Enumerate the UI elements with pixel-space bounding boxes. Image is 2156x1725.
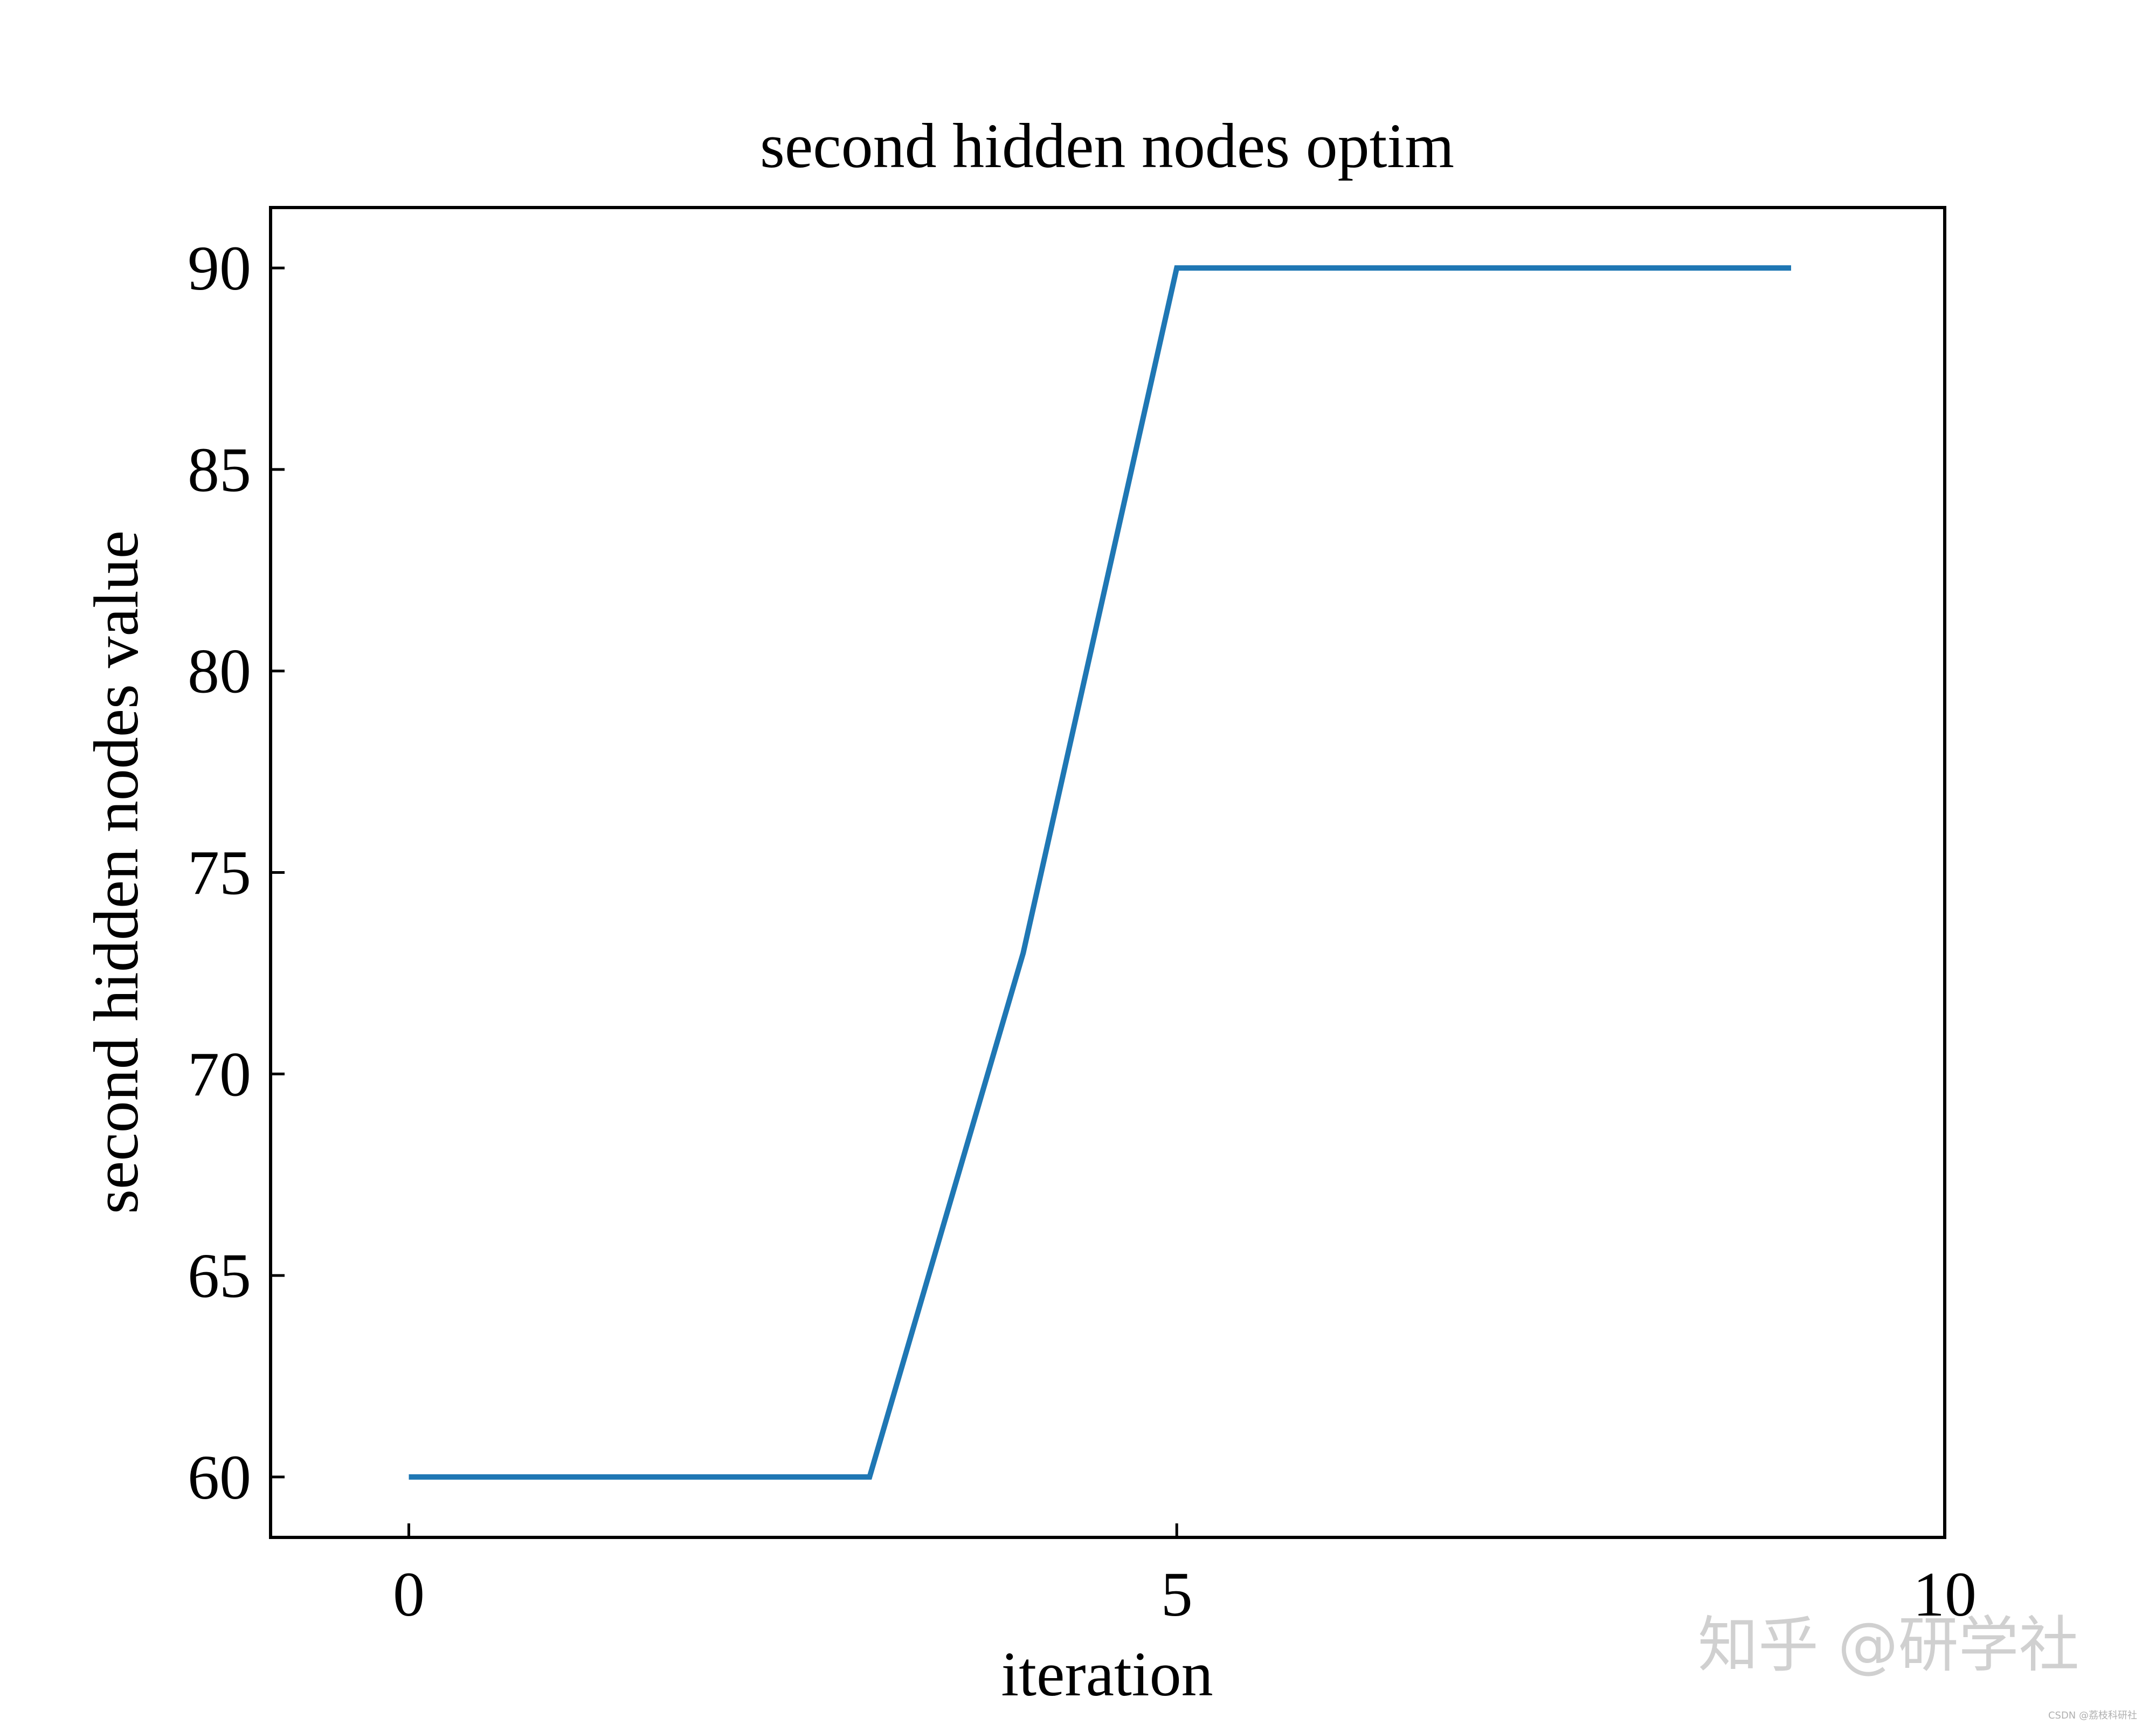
y-tick-label: 80 (188, 636, 251, 707)
plot-frame (269, 206, 1946, 1539)
chart-title: second hidden nodes optim (760, 111, 1454, 181)
x-tick-label: 0 (393, 1559, 425, 1630)
y-tick-label: 85 (188, 434, 251, 505)
x-axis-label: iteration (1001, 1639, 1213, 1709)
y-tick-label: 60 (188, 1442, 251, 1513)
x-tick-label: 5 (1161, 1559, 1193, 1630)
series-group (409, 265, 1791, 1480)
y-axis-label: second hidden nodes value (81, 530, 151, 1214)
y-tick-label: 70 (188, 1039, 251, 1109)
watermark-small-text: CSDN @荔枝科研社 (2048, 1710, 2137, 1721)
series-line (409, 265, 1791, 1480)
y-tick-label: 90 (188, 233, 251, 303)
watermark-text: 知乎 @研学社 (1698, 1610, 2079, 1680)
axis-ticks: 0 5 10 60 65 70 75 80 85 90 (188, 233, 1977, 1630)
y-tick-label: 65 (188, 1240, 251, 1311)
y-tick-label: 75 (188, 838, 251, 908)
x-tick-label: 10 (1913, 1559, 1977, 1630)
